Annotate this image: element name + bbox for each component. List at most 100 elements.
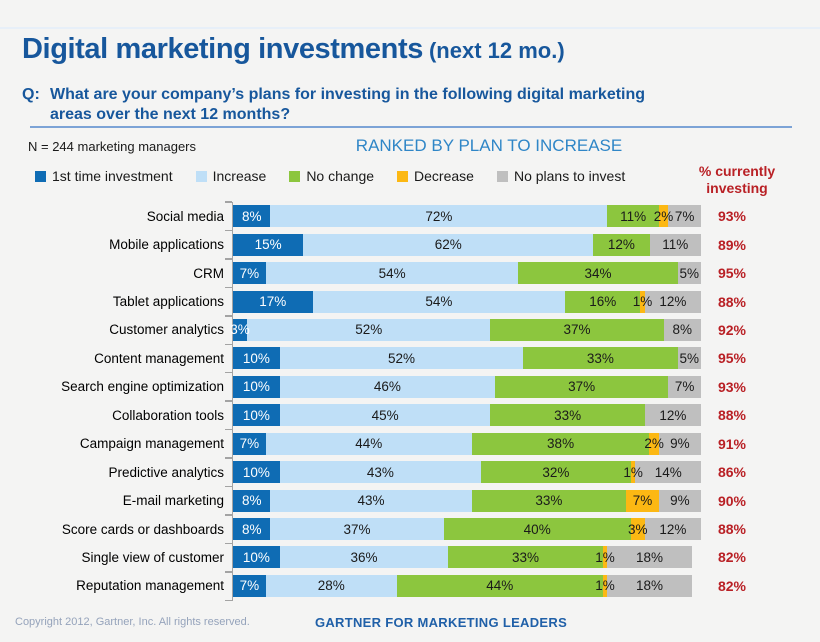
currently-investing-value: 89% xyxy=(717,236,747,253)
bar-track: 17% 54% 16% 1% 12% xyxy=(233,290,701,313)
bar-track: 10% 43% 32% 1% 14% xyxy=(233,461,701,484)
bar-segment: 10% xyxy=(233,461,280,484)
axis-tick xyxy=(225,428,232,431)
bar-segment: 2% xyxy=(654,205,673,228)
segment-value-label: 3% xyxy=(230,322,250,338)
segment-value-label: 10% xyxy=(242,350,270,366)
axis-tick xyxy=(225,315,232,317)
bar-segment: 10% xyxy=(233,546,280,569)
segment-value-label: 36% xyxy=(350,549,378,565)
segment-value-label: 37% xyxy=(568,379,596,395)
segment-value-label: 3% xyxy=(628,521,648,537)
question-line-1: What are your company’s plans for invest… xyxy=(50,86,646,103)
segment-value-label: 8% xyxy=(241,521,262,537)
bar-segment: 15% xyxy=(233,233,304,256)
axis-tick xyxy=(225,343,232,345)
legend-label: Decrease xyxy=(414,168,474,184)
bar-segment: 44% xyxy=(265,432,472,455)
segment-value-label: 43% xyxy=(357,493,385,509)
bar-track: 7% 28% 44% 1% 18% xyxy=(233,574,701,597)
segment-value-label: 10% xyxy=(242,464,270,480)
bar-segment: 7% xyxy=(668,375,701,398)
category-label: Content management xyxy=(94,350,224,366)
bar-segment: 8% xyxy=(233,518,271,541)
bar-segment: 43% xyxy=(270,489,472,512)
axis-tick xyxy=(225,599,232,602)
bar-segment: 46% xyxy=(279,375,496,398)
currently-investing-value: 92% xyxy=(717,321,747,338)
segment-value-label: 54% xyxy=(425,294,453,310)
currently-investing-value: 88% xyxy=(717,407,747,424)
category-label: Single view of customer xyxy=(81,549,224,565)
segment-value-label: 7% xyxy=(632,493,653,509)
question-label: Q: xyxy=(22,86,40,103)
bar-segment: 37% xyxy=(490,318,664,341)
category-label: Predictive analytics xyxy=(108,464,224,480)
segment-value-label: 33% xyxy=(554,407,582,423)
bar-track: 8% 72% 11% 2% 7% xyxy=(233,205,701,228)
segment-value-label: 7% xyxy=(674,379,695,395)
bar-segment: 11% xyxy=(607,205,659,228)
bar-track: 7% 44% 38% 2% 9% xyxy=(233,432,701,455)
segment-value-label: 12% xyxy=(659,294,687,310)
category-label: CRM xyxy=(193,265,224,281)
category-label: Reputation management xyxy=(76,578,224,594)
category-label: Campaign management xyxy=(79,436,224,452)
bar-segment: 37% xyxy=(270,518,444,541)
category-label: Score cards or dashboards xyxy=(61,521,224,537)
stacked-bar-chart: Social media 8% 72% 11% 2% 7% 93% Mobile applic… xyxy=(0,202,820,600)
currently-investing-header: % currently investing xyxy=(675,163,799,197)
legend-swatch-icon xyxy=(195,170,207,182)
title-suffix: (next 12 mo.) xyxy=(428,38,565,63)
axis-tick xyxy=(225,286,232,289)
segment-value-label: 43% xyxy=(366,464,394,480)
segment-value-label: 12% xyxy=(659,521,687,537)
chart-row: Collaboration tools 10% 45% 33% 12% 88% xyxy=(0,401,820,429)
sample-size-note: N = 244 marketing managers xyxy=(28,139,197,154)
bar-track: 15% 62% 12% 11% xyxy=(233,233,701,256)
currently-investing-value: 82% xyxy=(717,577,747,594)
bar-segment: 1% xyxy=(633,290,652,313)
segment-value-label: 18% xyxy=(635,578,663,594)
bar-segment: 44% xyxy=(396,574,603,597)
segment-value-label: 15% xyxy=(254,237,282,253)
segment-value-label: 1% xyxy=(632,294,653,310)
segment-value-label: 28% xyxy=(317,578,345,594)
bar-track: 8% 37% 40% 3% 12% xyxy=(233,518,701,541)
bar-segment: 7% xyxy=(233,262,266,285)
segment-value-label: 44% xyxy=(486,578,514,594)
currently-investing-value: 82% xyxy=(717,549,747,566)
legend-item: 1st time investment xyxy=(35,168,173,184)
bar-segment: 12% xyxy=(644,290,701,313)
bar-segment: 7% xyxy=(233,574,266,597)
page-title: Digital marketing investments (next 12 mo… xyxy=(22,33,565,66)
bar-segment: 8% xyxy=(233,205,271,228)
bar-segment: 18% xyxy=(607,574,692,597)
category-label: Customer analytics xyxy=(109,322,224,338)
chart-row: Campaign management 7% 44% 38% 2% 9% 91% xyxy=(0,430,820,458)
currently-investing-header-line2: investing xyxy=(706,179,768,196)
currently-investing-value: 93% xyxy=(717,208,747,225)
axis-tick xyxy=(225,371,232,374)
question-text: What are your company’s plans for invest… xyxy=(50,85,645,126)
category-label: Social media xyxy=(146,208,224,224)
segment-value-label: 33% xyxy=(511,549,539,565)
category-label: Search engine optimization xyxy=(61,379,224,395)
segment-value-label: 10% xyxy=(242,407,270,423)
currently-investing-value: 95% xyxy=(717,265,747,282)
bar-segment: 12% xyxy=(593,233,650,256)
bar-segment: 32% xyxy=(481,461,631,484)
bar-track: 10% 46% 37% 7% xyxy=(233,375,701,398)
axis-tick xyxy=(225,542,232,545)
bar-segment: 1% xyxy=(595,546,615,569)
legend-item: No plans to invest xyxy=(496,168,625,184)
segment-value-label: 12% xyxy=(607,237,635,253)
bar-segment: 8% xyxy=(663,318,701,341)
axis-line xyxy=(225,201,233,602)
question-line-2: areas over the next 12 months? xyxy=(50,106,291,124)
bar-segment: 38% xyxy=(471,432,650,455)
axis-tick xyxy=(225,201,232,203)
bar-segment: 33% xyxy=(523,347,678,370)
axis-tick xyxy=(225,229,232,232)
segment-value-label: 52% xyxy=(387,350,415,366)
